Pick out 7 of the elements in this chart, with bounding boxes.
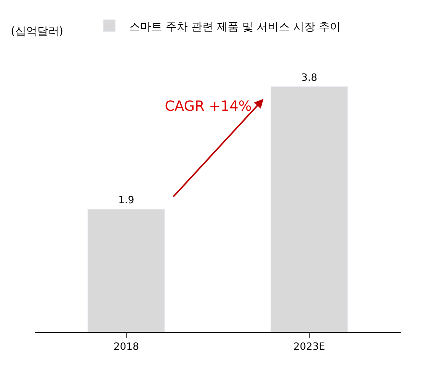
annotation: CAGR +14%: [165, 99, 252, 115]
data-label: 3.8: [302, 72, 318, 84]
legend-label: 스마트 주차 관련 제품 및 서비스 시장 추이: [130, 20, 341, 34]
x-tick-label: 2023E: [294, 342, 326, 353]
data-label: 1.9: [118, 195, 134, 206]
y-axis-title: (십억달러): [11, 25, 64, 38]
x-tick-label: 2018: [114, 342, 140, 353]
